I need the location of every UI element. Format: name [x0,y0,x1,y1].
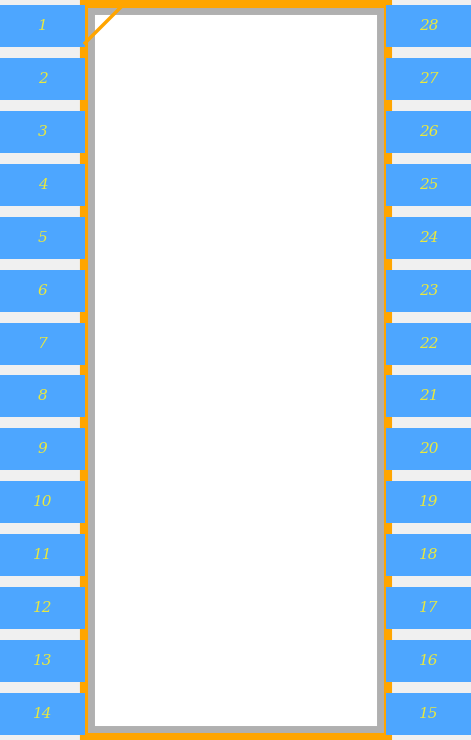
Bar [0,640,85,682]
Bar [386,587,471,629]
Bar [0,5,85,47]
Text: 4: 4 [38,178,48,192]
Bar [386,269,471,312]
Text: 1: 1 [38,19,48,33]
Text: 16: 16 [419,654,438,668]
Text: 5: 5 [38,231,48,245]
Text: 28: 28 [419,19,438,33]
Bar [386,58,471,100]
Text: 11: 11 [33,548,52,562]
Bar [386,534,471,576]
Text: 15: 15 [419,707,438,721]
Text: 10: 10 [33,495,52,509]
Bar [386,481,471,523]
Text: 18: 18 [419,548,438,562]
Bar [386,164,471,206]
Text: 14: 14 [33,707,52,721]
Bar [0,269,85,312]
Text: 21: 21 [419,389,438,403]
Bar [0,534,85,576]
Bar [0,481,85,523]
Bar [0,323,85,365]
Bar [85,5,386,735]
Bar [386,111,471,153]
Text: 13: 13 [33,654,52,668]
Text: 3: 3 [38,125,48,139]
Bar [0,58,85,100]
Text: 27: 27 [419,72,438,86]
Bar [0,217,85,259]
Bar [91,11,380,729]
Text: 19: 19 [419,495,438,509]
Text: 7: 7 [38,337,48,351]
Bar [386,640,471,682]
Text: 24: 24 [419,231,438,245]
Bar [386,323,471,365]
Text: 20: 20 [419,443,438,457]
Bar [386,5,471,47]
Text: 23: 23 [419,283,438,297]
Text: 26: 26 [419,125,438,139]
Text: 9: 9 [38,443,48,457]
Bar [0,375,85,417]
Bar [0,587,85,629]
Bar [0,111,85,153]
Text: 2: 2 [38,72,48,86]
Text: 8: 8 [38,389,48,403]
Text: 22: 22 [419,337,438,351]
Text: 6: 6 [38,283,48,297]
Bar [386,217,471,259]
Bar [0,428,85,471]
Bar [386,375,471,417]
Bar [386,693,471,735]
Bar [0,693,85,735]
Text: 17: 17 [419,601,438,615]
Text: 12: 12 [33,601,52,615]
Text: 25: 25 [419,178,438,192]
Bar [0,164,85,206]
Bar [386,428,471,471]
